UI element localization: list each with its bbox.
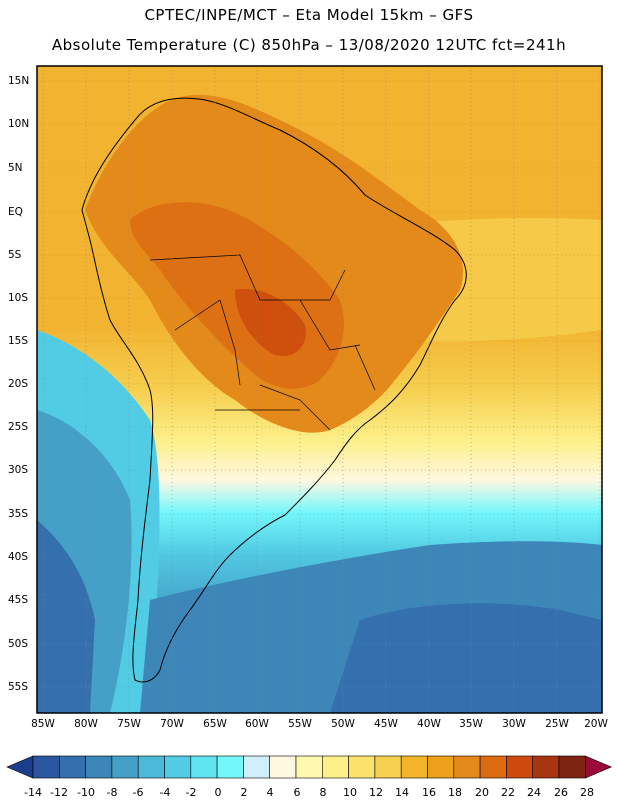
lat-label: 5S [8,249,22,261]
lon-label: 50W [331,718,355,730]
lat-label: 50S [8,638,29,650]
colorbar-tick-label: 10 [343,786,357,799]
colorbar-box [32,755,60,779]
colorbar-box [427,755,455,779]
colorbar-box [216,755,244,779]
map-frame [36,65,603,714]
colorbar-tick-label: -12 [50,786,68,799]
colorbar-box [506,755,533,779]
lon-label: 85W [31,718,55,730]
colorbar-tick-label: 22 [501,786,515,799]
colorbar-box [243,755,270,779]
colorbar-box [374,755,402,779]
lon-label: 75W [117,718,141,730]
colorbar-box [400,755,428,779]
lat-label: EQ [8,206,23,218]
lon-label: 20W [584,718,608,730]
colorbar-tick-label: 18 [448,786,462,799]
colorbar-low-triangle [6,755,34,779]
colorbar-box [453,755,481,779]
country-borders [149,254,376,431]
lat-label: 25S [8,421,29,433]
colorbar-box [558,755,586,779]
lon-label: 30W [502,718,526,730]
colorbar-box [321,755,349,779]
colorbar-tick-label: 6 [293,786,301,799]
pacific-coldest-region [37,520,95,713]
lon-label: 25W [545,718,569,730]
lat-label: 55S [8,681,29,693]
colorbar-box [348,755,376,779]
south-america-coastline [81,97,467,683]
colorbar-tick-label: -10 [77,786,95,799]
lon-label: 35W [459,718,483,730]
colorbar-tick-label: 28 [580,786,594,799]
lat-label: 5N [8,162,23,174]
colorbar-tick-label: -4 [159,786,171,799]
colorbar-tick-label: -2 [185,786,197,799]
colorbar-box [190,755,218,779]
colorbar-box [532,755,560,779]
colorbar-box [111,755,139,779]
lat-label: 35S [8,508,29,520]
colorbar-tick-label: 8 [319,786,327,799]
lat-label: 15S [8,335,29,347]
colorbar-high-triangle [585,755,613,779]
lon-label: 55W [288,718,312,730]
colorbar-tick-label: -6 [132,786,144,799]
south-atlantic-cold [330,603,602,713]
colorbar-tick-label: -14 [24,786,42,799]
colorbar-tick-label: 4 [266,786,274,799]
lon-label: 45W [374,718,398,730]
lat-label: 45S [8,594,29,606]
lat-label: 15N [8,75,30,87]
colorbar-box [85,755,113,779]
lon-label: 60W [245,718,269,730]
lon-label: 80W [74,718,98,730]
lat-label: 20S [8,378,29,390]
colorbar-tick-label: 20 [475,786,489,799]
colorbar-tick-label: 0 [214,786,222,799]
colorbar-box [164,755,192,779]
lon-label: 70W [160,718,184,730]
temperature-field [37,66,602,713]
colorbar-box [295,755,323,779]
central-brazil-hot-spot [235,289,306,356]
colorbar-box [137,755,165,779]
lon-label: 40W [417,718,441,730]
lat-label: 10N [8,118,30,130]
colorbar-tick-label: -8 [106,786,118,799]
colorbar-tick-label: 2 [240,786,248,799]
colorbar-tick-label: 14 [395,786,409,799]
colorbar-box [269,755,297,779]
colorbar-box [479,755,507,779]
colorbar-tick-label: 24 [527,786,541,799]
colorbar [6,755,613,779]
lat-label: 10S [8,292,29,304]
colorbar-tick-label: 26 [554,786,568,799]
lat-label: 40S [8,551,29,563]
colorbar-tick-label: 16 [422,786,436,799]
map-title-line1: CPTEC/INPE/MCT – Eta Model 15km – GFS [144,6,474,24]
map-title-line2: Absolute Temperature (C) 850hPa – 13/08/… [51,36,567,54]
lon-label: 65W [203,718,227,730]
colorbar-tick-label: 12 [369,786,383,799]
lat-label: 30S [8,464,29,476]
colorbar-box [58,755,86,779]
